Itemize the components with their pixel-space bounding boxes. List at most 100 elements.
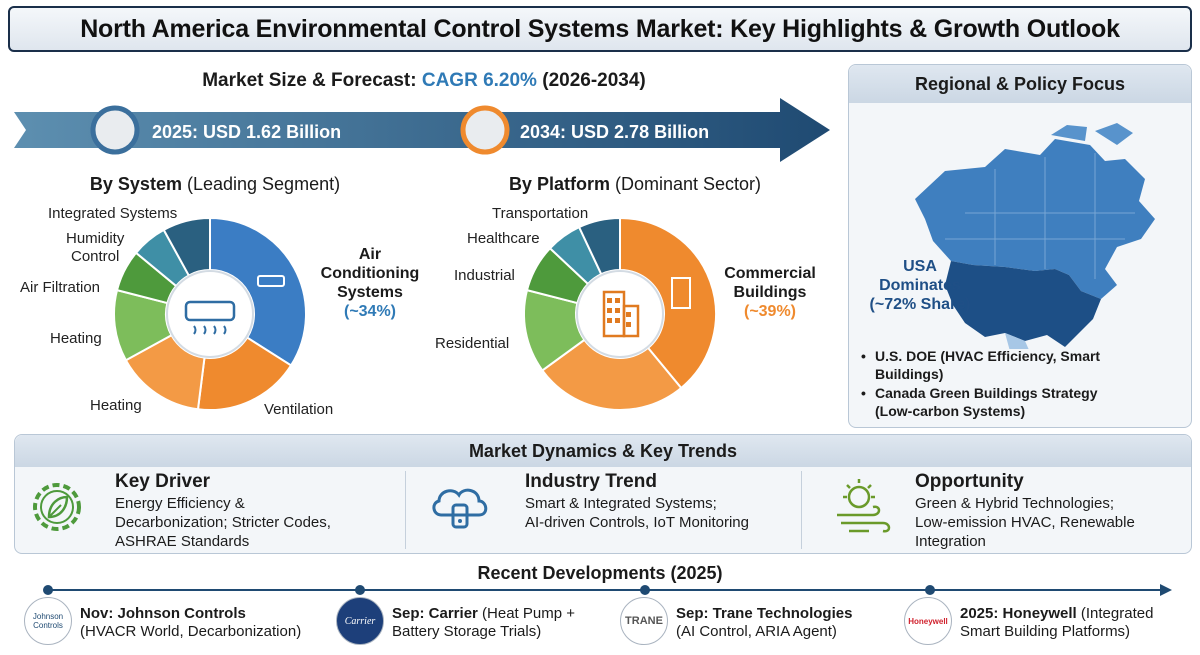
dev-bold: Nov: Johnson Controls bbox=[80, 605, 246, 622]
industry-trend-text: Smart & Integrated Systems; AI-driven Co… bbox=[525, 494, 749, 532]
label-ac-line2: Conditioning bbox=[320, 265, 420, 282]
driver-line3: ASHRAE Standards bbox=[115, 533, 250, 550]
forecast-prefix: Market Size & Forecast: bbox=[202, 70, 422, 91]
dev-line2: Battery Storage Trials) bbox=[392, 623, 542, 640]
logo-text: Carrier bbox=[344, 615, 376, 627]
trane-logo: TRANE bbox=[620, 597, 668, 645]
label-air-filtration: Air Filtration bbox=[20, 279, 101, 296]
usa-dominance-label: USA Dominates (~72% Share) bbox=[855, 257, 985, 314]
label-transportation: Transportation bbox=[492, 205, 589, 222]
policy-2-line1: Canada Green Buildings Strategy bbox=[875, 385, 1098, 401]
page-title: North America Environmental Control Syst… bbox=[80, 14, 1120, 43]
dynamics-divider bbox=[405, 471, 406, 549]
opportunity-line2: Low-emission HVAC, Renewable bbox=[915, 514, 1135, 531]
title-bar: North America Environmental Control Syst… bbox=[8, 6, 1192, 52]
label-ac-line1: Air bbox=[358, 246, 382, 263]
forecast-end-label: 2034: USD 2.78 Billion bbox=[520, 122, 709, 142]
opportunity-text: Green & Hybrid Technologies; Low-emissio… bbox=[915, 494, 1135, 551]
label-heating-b: Heating bbox=[90, 397, 142, 414]
system-title-main: By System bbox=[89, 174, 182, 194]
map-canada-islands-2 bbox=[1095, 123, 1133, 145]
forecast-period: (2026-2034) bbox=[536, 70, 646, 91]
building-small-icon bbox=[671, 277, 691, 309]
label-ac-line3: Systems bbox=[337, 284, 403, 301]
logo-text: TRANE bbox=[625, 615, 663, 627]
forecast-heading: Market Size & Forecast: CAGR 6.20% (2026… bbox=[10, 70, 838, 92]
driver-line1: Energy Efficiency & bbox=[115, 495, 245, 512]
label-cb-share: (~39%) bbox=[743, 303, 797, 320]
dev-line2: Smart Building Platforms) bbox=[960, 623, 1131, 640]
building-icon bbox=[602, 290, 640, 338]
end-marker-icon bbox=[460, 105, 510, 155]
label-commercial-buildings: Commercial Buildings (~39%) bbox=[714, 264, 826, 321]
system-donut-chart bbox=[113, 216, 307, 411]
label-ac-share: (~34%) bbox=[343, 303, 397, 320]
label-ventilation: Ventilation bbox=[264, 401, 334, 418]
label-healthcare: Healthcare bbox=[467, 230, 540, 247]
key-driver-panel: Key Driver Energy Efficiency & Decarboni… bbox=[25, 471, 405, 551]
industry-trend-title: Industry Trend bbox=[525, 471, 657, 492]
usa-line2: Dominates bbox=[879, 277, 961, 294]
policy-item: • Canada Green Buildings Strategy (Low-ca… bbox=[861, 385, 1098, 419]
start-marker-icon bbox=[90, 105, 140, 155]
usa-line3: (~72% Share) bbox=[869, 296, 971, 313]
system-chart-title: By System (Leading Segment) bbox=[40, 174, 390, 195]
forecast-arrow: 2025: USD 1.62 Billion 2034: USD 2.78 Bi… bbox=[14, 98, 830, 162]
trend-line1: Smart & Integrated Systems; bbox=[525, 495, 717, 512]
dynamics-divider bbox=[801, 471, 802, 549]
logo-text: Johnson Controls bbox=[32, 612, 64, 630]
label-cb-line1: Commercial bbox=[724, 265, 816, 282]
dev-rest: (Integrated bbox=[1076, 605, 1154, 622]
opportunity-panel: Opportunity Green & Hybrid Technologies;… bbox=[829, 471, 1189, 551]
label-residential: Residential bbox=[435, 335, 510, 352]
dynamics-title: Market Dynamics & Key Trends bbox=[15, 435, 1191, 467]
regional-policy-card: Regional & Policy Focus USA Dominates (~… bbox=[848, 64, 1192, 428]
label-integrated-systems: Integrated Systems bbox=[48, 205, 178, 222]
platform-chart-title: By Platform (Dominant Sector) bbox=[470, 174, 800, 195]
forecast-cagr: CAGR 6.20% bbox=[421, 70, 537, 91]
leaf-gear-icon bbox=[33, 483, 81, 531]
platform-donut-chart bbox=[523, 216, 717, 411]
key-driver-title: Key Driver bbox=[115, 471, 211, 492]
industry-trend-panel: Industry Trend Smart & Integrated System… bbox=[425, 471, 805, 551]
policy-1-line1: U.S. DOE (HVAC Efficiency, Smart bbox=[875, 348, 1101, 364]
ac-unit-small-icon bbox=[257, 275, 285, 287]
policy-item: • U.S. DOE (HVAC Efficiency, Smart Buildi… bbox=[861, 348, 1101, 382]
label-heating-a: Heating bbox=[50, 330, 102, 347]
label-industrial: Industrial bbox=[454, 267, 515, 284]
sun-wind-icon bbox=[837, 479, 891, 533]
region-title: Regional & Policy Focus bbox=[849, 65, 1191, 103]
usa-line1: USA bbox=[903, 258, 937, 275]
opportunity-title: Opportunity bbox=[915, 471, 1024, 492]
air-conditioner-icon bbox=[184, 300, 236, 335]
dev-line2: (HVACR World, Decarbonization) bbox=[80, 623, 302, 640]
forecast-start-label: 2025: USD 1.62 Billion bbox=[152, 122, 341, 142]
key-driver-text: Energy Efficiency & Decarbonization; Str… bbox=[115, 494, 331, 551]
platform-center bbox=[576, 270, 664, 358]
cloud-iot-icon bbox=[432, 488, 488, 529]
policy-1-line2: Buildings) bbox=[875, 366, 944, 382]
development-text: Nov: Johnson Controls (HVACR World, Deca… bbox=[80, 605, 301, 641]
dev-bold: 2025: Honeywell bbox=[960, 605, 1077, 622]
johnson-controls-logo: Johnson Controls bbox=[24, 597, 72, 645]
development-text: 2025: Honeywell (Integrated Smart Buildi… bbox=[960, 605, 1153, 641]
label-cb-line2: Buildings bbox=[733, 284, 807, 301]
development-text: Sep: Trane Technologies (AI Control, ARI… bbox=[676, 605, 852, 641]
map-mexico bbox=[1005, 333, 1029, 349]
platform-title-sub: (Dominant Sector) bbox=[614, 174, 762, 194]
arrow-body bbox=[14, 98, 830, 162]
opportunity-line3: Integration bbox=[915, 533, 986, 550]
timeline-line bbox=[43, 584, 1172, 596]
carrier-logo: Carrier bbox=[336, 597, 384, 645]
development-text: Sep: Carrier (Heat Pump + Battery Storag… bbox=[392, 605, 575, 641]
north-america-map-icon bbox=[915, 123, 1155, 349]
platform-title-main: By Platform bbox=[508, 174, 610, 194]
map-usa bbox=[945, 261, 1101, 347]
dev-bold: Sep: Trane Technologies bbox=[676, 605, 853, 622]
trend-line2: AI-driven Controls, IoT Monitoring bbox=[525, 514, 749, 531]
opportunity-line1: Green & Hybrid Technologies; bbox=[915, 495, 1114, 512]
label-humidity-control: Humidity Control bbox=[66, 230, 124, 266]
label-humidity-line2: Control bbox=[71, 248, 120, 265]
driver-line2: Decarbonization; Stricter Codes, bbox=[115, 514, 331, 531]
label-air-conditioning: Air Conditioning Systems (~34%) bbox=[315, 245, 425, 321]
